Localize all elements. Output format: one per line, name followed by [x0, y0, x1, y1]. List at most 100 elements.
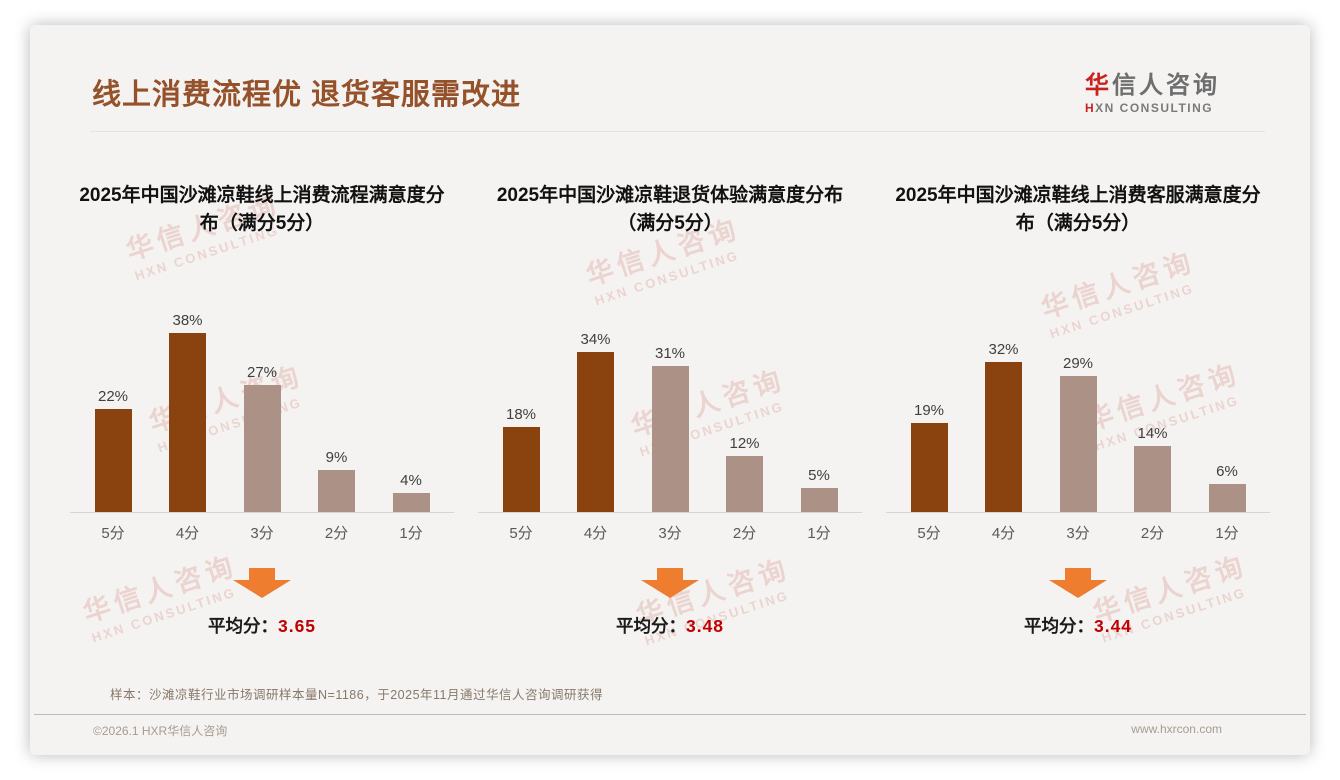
chart-title: 2025年中国沙滩凉鞋线上消费流程满意度分布（满分5分）	[79, 185, 445, 234]
average-value: 3.44	[1093, 616, 1133, 636]
slide-card: 华信人咨询 HXN CONSULTING 华信人咨询 HXN CONSULTING 华信…	[30, 25, 1310, 755]
bar	[910, 423, 948, 512]
chart-online-process: 2025年中国沙滩凉鞋线上消费流程满意度分布（满分5分） 22% 38% 27% 9%…	[58, 182, 466, 638]
page-title: 线上消费流程优 退货客服需改进	[92, 79, 522, 111]
bar-category-label: 4分	[175, 525, 200, 542]
bar-group: 22%	[84, 388, 142, 512]
category-axis: 5分 4分 3分 2分 1分	[886, 522, 1270, 543]
bar-group: 18%	[492, 406, 550, 512]
bar-value-label: 9%	[325, 449, 348, 466]
bar-group: 6%	[1198, 463, 1256, 512]
bars-area: 19% 32% 29% 14% 6%	[886, 288, 1270, 513]
bar-value-label: 19%	[913, 402, 945, 419]
logo-red-char: 华	[1085, 72, 1112, 99]
website-url: www.hxrcon.com	[1131, 722, 1222, 736]
bar-category-label: 2分	[1140, 525, 1165, 542]
down-arrow-icon	[478, 568, 862, 598]
chart-customer-service: 2025年中国沙滩凉鞋线上消费客服满意度分布（满分5分） 19% 32% 29% 14…	[874, 182, 1282, 638]
average-score: 平均分：3.44	[886, 613, 1270, 638]
bar-chart: 19% 32% 29% 14% 6% 5分 4分 3分 2分 1分	[886, 288, 1270, 543]
bar-value-label: 18%	[505, 406, 537, 423]
down-arrow-icon	[886, 568, 1270, 598]
bar-group: 12%	[716, 435, 774, 512]
charts-row: 2025年中国沙滩凉鞋线上消费流程满意度分布（满分5分） 22% 38% 27% 9%…	[30, 182, 1310, 638]
footer: ©2026.1 HXR华信人咨询 www.hxrcon.com	[30, 715, 1310, 739]
bar-group: 34%	[567, 331, 625, 512]
bar	[1208, 484, 1246, 512]
bar	[318, 470, 355, 512]
sample-note: 样本：沙滩凉鞋行业市场调研样本量N=1186，于2025年11月通过华信人咨询调…	[110, 688, 603, 702]
bar-value-label: 34%	[580, 331, 611, 348]
bar-category-label: 3分	[1066, 525, 1090, 542]
bar-group: 5%	[790, 467, 848, 512]
header: 线上消费流程优 退货客服需改进 华信人咨询 HXN CONSULTING	[30, 25, 1310, 115]
logo-red-letter: H	[1085, 101, 1096, 115]
category-axis: 5分 4分 3分 2分 1分	[70, 522, 454, 543]
bar-category-label: 4分	[583, 525, 608, 542]
bar-category-label: 4分	[991, 525, 1016, 542]
average-value: 3.65	[277, 616, 317, 636]
bar-value-label: 38%	[172, 312, 203, 329]
bar-value-label: 31%	[654, 345, 686, 362]
bar-group: 4%	[382, 472, 440, 512]
bar-category-label: 5分	[101, 525, 125, 542]
bar-value-label: 32%	[988, 341, 1019, 358]
bars-area: 18% 34% 31% 12% 5%	[478, 288, 862, 513]
bar-value-label: 4%	[400, 472, 422, 489]
chart-title: 2025年中国沙滩凉鞋退货体验满意度分布（满分5分）	[496, 185, 844, 234]
bar-value-label: 27%	[246, 364, 278, 381]
bar-category-label: 5分	[509, 525, 533, 542]
bar	[1134, 446, 1171, 512]
bar	[169, 333, 206, 512]
bar	[577, 352, 614, 512]
chart-return-experience: 2025年中国沙滩凉鞋退货体验满意度分布（满分5分） 18% 34% 31% 12% 5…	[466, 182, 874, 638]
bar	[1059, 376, 1097, 512]
bar-group: 31%	[641, 345, 699, 512]
bar-value-label: 12%	[729, 435, 760, 452]
bar-group: 27%	[233, 364, 291, 512]
bar	[94, 409, 132, 512]
bar	[502, 427, 540, 512]
bar-value-label: 14%	[1137, 425, 1168, 442]
bar-value-label: 6%	[1216, 463, 1238, 480]
bar-category-label: 3分	[250, 525, 274, 542]
logo-chinese-name: 华信人咨询	[1085, 65, 1220, 100]
bar-value-label: 29%	[1062, 355, 1094, 372]
bar	[392, 493, 430, 512]
footer-divider	[34, 714, 1306, 715]
copyright-text: ©2026.1 HXR华信人咨询	[93, 724, 228, 738]
title-divider	[90, 131, 1265, 132]
chart-title: 2025年中国沙滩凉鞋线上消费客服满意度分布（满分5分）	[895, 185, 1261, 234]
bar-group: 29%	[1049, 355, 1107, 512]
bar-group: 9%	[308, 449, 366, 512]
bar-group: 19%	[900, 402, 958, 512]
category-axis: 5分 4分 3分 2分 1分	[478, 522, 862, 543]
average-score: 平均分：3.48	[478, 613, 862, 638]
bar-category-label: 3分	[658, 525, 682, 542]
bar-group: 14%	[1124, 425, 1182, 512]
bar-value-label: 5%	[808, 467, 830, 484]
bar-chart: 18% 34% 31% 12% 5% 5分 4分 3分 2分 1分	[478, 288, 862, 543]
bar	[651, 366, 689, 512]
average-label: 平均分：	[1023, 616, 1094, 636]
bar-category-label: 1分	[399, 525, 423, 542]
bar-category-label: 1分	[807, 525, 831, 542]
bar-category-label: 5分	[917, 525, 941, 542]
bar-group: 32%	[975, 341, 1033, 512]
bar-value-label: 22%	[97, 388, 129, 405]
bar-category-label: 2分	[732, 525, 757, 542]
bar-category-label: 2分	[324, 525, 349, 542]
average-score: 平均分：3.65	[70, 613, 454, 638]
bar-category-label: 1分	[1215, 525, 1239, 542]
logo-gray-letters: XN CONSULTING	[1095, 101, 1214, 115]
company-logo: 华信人咨询 HXN CONSULTING	[1085, 65, 1220, 115]
average-value: 3.48	[685, 616, 725, 636]
bar	[800, 488, 838, 512]
bar	[985, 362, 1022, 512]
bar	[726, 456, 763, 512]
bars-area: 22% 38% 27% 9% 4%	[70, 288, 454, 513]
down-arrow-icon	[70, 568, 454, 598]
logo-gray-chars: 信人咨询	[1112, 72, 1220, 99]
logo-english-name: HXN CONSULTING	[1085, 101, 1220, 115]
bar-chart: 22% 38% 27% 9% 4% 5分 4分 3分 2分 1分	[70, 288, 454, 543]
